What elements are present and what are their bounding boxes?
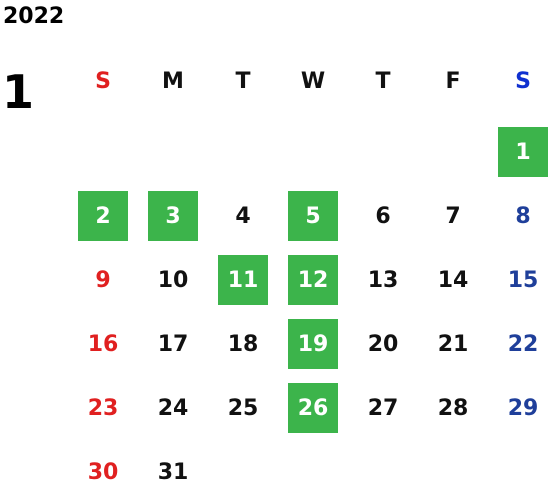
day-cell: 31 bbox=[138, 440, 208, 504]
day-cell: 24 bbox=[138, 376, 208, 440]
day-10[interactable]: 10 bbox=[157, 267, 189, 293]
day-7[interactable]: 7 bbox=[445, 203, 461, 229]
day-22[interactable]: 22 bbox=[507, 331, 539, 357]
day-6[interactable]: 6 bbox=[375, 203, 391, 229]
day-cell: 3 bbox=[138, 184, 208, 248]
weekday-header-sat: S bbox=[515, 68, 531, 94]
weekday-header-mon: M bbox=[162, 68, 184, 94]
day-19[interactable]: 19 bbox=[288, 319, 338, 369]
day-25[interactable]: 25 bbox=[227, 395, 259, 421]
day-28[interactable]: 28 bbox=[437, 395, 469, 421]
empty-cell bbox=[278, 120, 348, 184]
day-29[interactable]: 29 bbox=[507, 395, 539, 421]
empty-cell bbox=[418, 120, 488, 184]
day-18[interactable]: 18 bbox=[227, 331, 259, 357]
calendar-grid: S M T W T F S 1 2 3 4 5 6 7 8 9 10 11 12 13 14 15 16 17 1… bbox=[68, 56, 548, 504]
day-cell: 17 bbox=[138, 312, 208, 376]
empty-cell bbox=[208, 120, 278, 184]
year-label: 2022 bbox=[3, 4, 65, 29]
day-8[interactable]: 8 bbox=[515, 203, 531, 229]
day-cell: 27 bbox=[348, 376, 418, 440]
day-cell: 9 bbox=[68, 248, 138, 312]
day-cell: 29 bbox=[488, 376, 548, 440]
day-cell: 28 bbox=[418, 376, 488, 440]
day-cell: 11 bbox=[208, 248, 278, 312]
day-cell: 25 bbox=[208, 376, 278, 440]
weekday-header-sun: S bbox=[95, 68, 111, 94]
day-cell: 6 bbox=[348, 184, 418, 248]
weekday-header-tue: T bbox=[235, 68, 251, 94]
day-cell: 8 bbox=[488, 184, 548, 248]
day-4[interactable]: 4 bbox=[235, 203, 251, 229]
day-21[interactable]: 21 bbox=[437, 331, 469, 357]
weekday-header-fri: F bbox=[445, 68, 461, 94]
day-3[interactable]: 3 bbox=[148, 191, 198, 241]
day-cell: 14 bbox=[418, 248, 488, 312]
day-24[interactable]: 24 bbox=[157, 395, 189, 421]
day-cell: 10 bbox=[138, 248, 208, 312]
day-12[interactable]: 12 bbox=[288, 255, 338, 305]
day-cell: 20 bbox=[348, 312, 418, 376]
day-30[interactable]: 30 bbox=[87, 459, 119, 485]
day-16[interactable]: 16 bbox=[87, 331, 119, 357]
empty-cell bbox=[138, 120, 208, 184]
day-5[interactable]: 5 bbox=[288, 191, 338, 241]
day-11[interactable]: 11 bbox=[218, 255, 268, 305]
day-cell: 1 bbox=[488, 120, 548, 184]
day-27[interactable]: 27 bbox=[367, 395, 399, 421]
day-17[interactable]: 17 bbox=[157, 331, 189, 357]
day-2[interactable]: 2 bbox=[78, 191, 128, 241]
day-cell: 16 bbox=[68, 312, 138, 376]
day-cell: 13 bbox=[348, 248, 418, 312]
day-cell: 2 bbox=[68, 184, 138, 248]
weekday-header-wed: W bbox=[300, 68, 326, 94]
day-15[interactable]: 15 bbox=[507, 267, 539, 293]
day-cell: 15 bbox=[488, 248, 548, 312]
day-13[interactable]: 13 bbox=[367, 267, 399, 293]
empty-cell bbox=[348, 120, 418, 184]
day-cell: 5 bbox=[278, 184, 348, 248]
day-20[interactable]: 20 bbox=[367, 331, 399, 357]
day-1[interactable]: 1 bbox=[498, 127, 548, 177]
day-cell: 22 bbox=[488, 312, 548, 376]
empty-cell bbox=[68, 120, 138, 184]
day-cell: 12 bbox=[278, 248, 348, 312]
day-9[interactable]: 9 bbox=[95, 267, 111, 293]
month-label: 1 bbox=[2, 65, 35, 119]
day-cell: 30 bbox=[68, 440, 138, 504]
day-cell: 23 bbox=[68, 376, 138, 440]
day-23[interactable]: 23 bbox=[87, 395, 119, 421]
day-cell: 18 bbox=[208, 312, 278, 376]
day-26[interactable]: 26 bbox=[288, 383, 338, 433]
day-cell: 7 bbox=[418, 184, 488, 248]
day-31[interactable]: 31 bbox=[157, 459, 189, 485]
day-cell: 4 bbox=[208, 184, 278, 248]
day-cell: 21 bbox=[418, 312, 488, 376]
day-14[interactable]: 14 bbox=[437, 267, 469, 293]
weekday-header-thu: T bbox=[375, 68, 391, 94]
day-cell: 19 bbox=[278, 312, 348, 376]
day-cell: 26 bbox=[278, 376, 348, 440]
